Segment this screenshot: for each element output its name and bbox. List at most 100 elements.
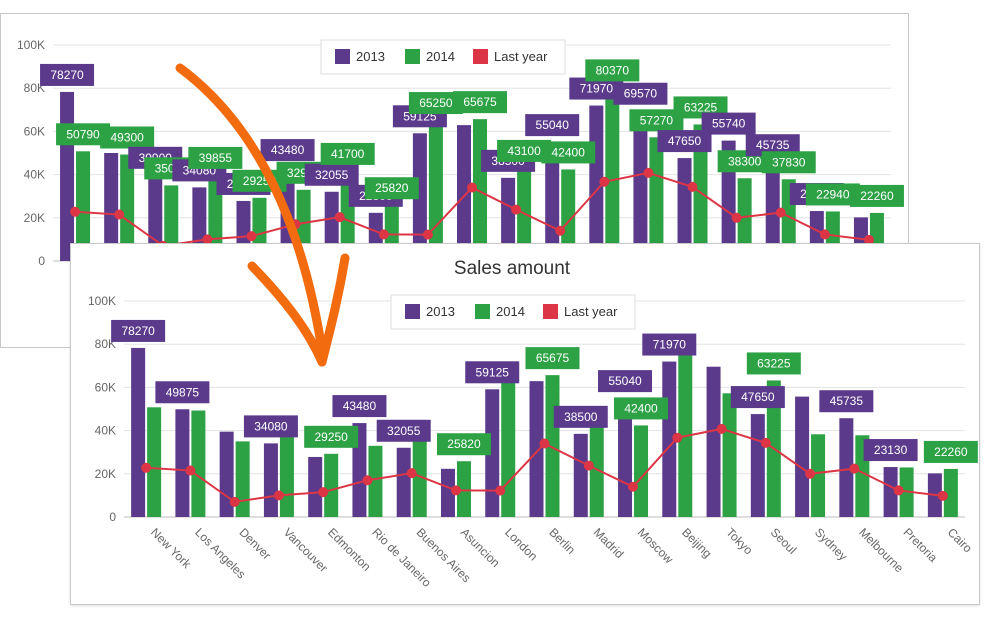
- data-label: 45735: [819, 390, 874, 413]
- x-tick-label: Pretoria: [900, 525, 940, 565]
- data-label: 65675: [453, 91, 507, 114]
- x-tick-label: Beijing: [679, 525, 714, 560]
- point-last-year-berlin: [539, 438, 550, 449]
- point-last-year-vancouver: [273, 490, 284, 501]
- y-tick-label: 0: [38, 254, 45, 268]
- bar-2014-cairo: [943, 468, 958, 517]
- bar-2014-rio-de-janeiro: [368, 445, 383, 517]
- data-label: 42400: [614, 397, 669, 420]
- x-tick-label: London: [502, 525, 540, 563]
- bar-2013-new-york: [131, 347, 146, 517]
- y-tick-label: 80K: [24, 81, 45, 95]
- data-label: 22940: [805, 183, 860, 206]
- data-label-text: 39855: [199, 151, 233, 165]
- data-label-box: [761, 151, 816, 174]
- data-label-text: 25820: [375, 181, 409, 195]
- point-last-year-melbourne: [849, 463, 860, 474]
- data-label-box: [642, 333, 697, 356]
- data-label: 22260: [849, 184, 904, 207]
- data-label: 78270: [111, 319, 166, 342]
- data-label-text: 45735: [830, 394, 864, 408]
- x-tick-label: Asuncion: [458, 525, 503, 570]
- bar-2013-new-york: [60, 91, 75, 261]
- data-label-text: 38500: [564, 410, 598, 424]
- y-tick-label: 60K: [95, 380, 116, 394]
- data-label-box: [376, 419, 431, 442]
- data-label: 59125: [465, 361, 520, 384]
- chart-title: Sales amount: [454, 258, 571, 279]
- y-tick-label: 100K: [17, 38, 45, 52]
- point-last-year-london: [422, 229, 433, 240]
- bar-2014-beijing: [605, 87, 620, 261]
- data-label: 55040: [525, 114, 580, 137]
- data-label-text: 65250: [419, 96, 453, 110]
- data-label-box: [243, 415, 298, 438]
- point-last-year-madrid: [511, 204, 522, 215]
- data-label: 43100: [497, 139, 552, 162]
- bar-2013-madrid: [573, 433, 588, 517]
- data-label-text: 38300: [728, 154, 762, 168]
- bar-2013-vancouver: [263, 443, 278, 517]
- bar-2014-buenos-aires: [412, 426, 427, 517]
- bar-2013-denver: [219, 431, 234, 517]
- point-last-year-new-york: [141, 462, 152, 473]
- data-label: 25820: [364, 177, 419, 200]
- point-last-year-pretoria: [893, 485, 904, 496]
- legend-label: 2014: [496, 304, 525, 319]
- bar-2013-melbourne: [765, 162, 780, 261]
- data-label-box: [569, 77, 624, 100]
- point-last-year-buenos-aires: [334, 212, 345, 223]
- data-label-text: 55040: [536, 118, 570, 132]
- data-label-text: 63225: [757, 356, 791, 370]
- bar-2013-denver: [148, 174, 163, 261]
- bar-2014-moscow: [561, 169, 576, 261]
- y-tick-label: 60K: [24, 124, 45, 138]
- data-label: 39855: [188, 146, 243, 169]
- x-tick-label: Edmonton: [325, 525, 374, 574]
- data-label-text: 23130: [874, 443, 908, 457]
- legend-box: [320, 39, 566, 75]
- data-label-box: [746, 352, 801, 375]
- point-last-year-madrid: [583, 460, 594, 471]
- bar-2014-sydney: [737, 178, 752, 261]
- data-label-text: 65675: [536, 351, 570, 365]
- bar-2014-new-york: [76, 151, 91, 261]
- bar-2014-vancouver: [279, 430, 294, 517]
- bar-2013-madrid: [501, 177, 516, 261]
- point-last-year-cairo: [863, 234, 874, 245]
- bar-2014-moscow: [634, 425, 649, 517]
- data-label-box: [155, 381, 210, 404]
- x-tick-label: Madrid: [591, 525, 627, 561]
- legend-label: Last year: [494, 49, 548, 64]
- data-label: 80370: [585, 59, 640, 82]
- data-label: 43480: [260, 139, 315, 162]
- point-last-year-beijing: [672, 432, 683, 443]
- legend-label: 2014: [426, 49, 455, 64]
- data-label-box: [629, 109, 684, 132]
- bar-2013-edmonton: [308, 456, 323, 517]
- data-label-text: 78270: [50, 68, 84, 82]
- data-label: 34080: [243, 415, 298, 438]
- data-label-text: 59125: [476, 365, 510, 379]
- data-label-box: [453, 91, 507, 114]
- x-tick-label: New York: [148, 525, 194, 571]
- data-label-box: [923, 440, 978, 463]
- bar-2014-tokyo: [722, 393, 737, 517]
- data-label-text: 65675: [463, 95, 497, 109]
- bar-2013-berlin: [457, 125, 471, 261]
- data-label-box: [40, 63, 95, 86]
- bar-2013-tokyo: [633, 110, 648, 262]
- point-last-year-pretoria: [819, 229, 830, 240]
- y-tick-label: 40K: [24, 168, 45, 182]
- data-label-box: [614, 397, 669, 420]
- data-label: 43480: [332, 395, 387, 418]
- bar-2014-beijing: [678, 343, 693, 517]
- y-tick-label: 40K: [95, 424, 116, 438]
- data-label: 23130: [863, 439, 918, 462]
- data-label-text: 22260: [934, 445, 968, 459]
- x-tick-label: Denver: [237, 525, 274, 562]
- y-tick-label: 100K: [88, 294, 116, 308]
- bar-2013-asuncion: [440, 468, 455, 517]
- point-last-year-asuncion: [450, 485, 461, 496]
- data-label-text: 32055: [387, 424, 421, 438]
